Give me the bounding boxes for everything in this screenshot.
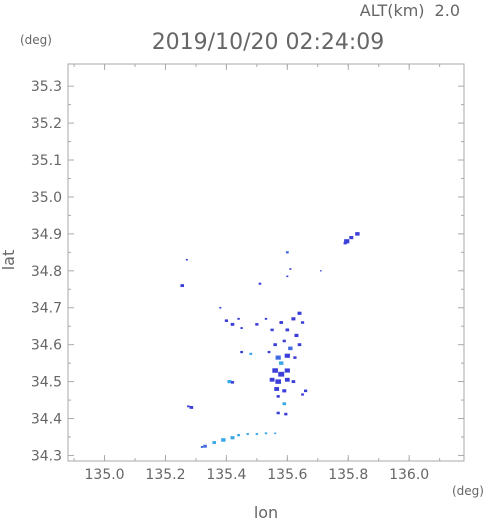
axis-ticks: 135.0 135.2 135.4 135.6 135.8 136.0 34.3 34.4 34…	[31, 64, 464, 483]
echo-point	[291, 380, 296, 384]
echo-point	[284, 377, 290, 382]
x-tick-label: 135.2	[145, 467, 185, 483]
y-tick-label: 34.8	[31, 264, 62, 280]
echo-point	[274, 387, 280, 391]
y-axis-label: lat	[0, 250, 18, 271]
echo-point	[282, 402, 287, 406]
echo-point	[288, 346, 293, 351]
echo-point	[219, 306, 222, 309]
echo-point	[282, 389, 287, 393]
echo-point	[203, 444, 207, 448]
echo-point	[278, 371, 285, 377]
echo-point	[255, 323, 259, 326]
echo-point	[300, 321, 305, 324]
echo-point	[267, 350, 271, 354]
chart-title: 2019/10/20 02:24:09	[152, 30, 385, 55]
echo-point	[240, 350, 244, 354]
echo-point	[293, 356, 297, 359]
y-tick-label: 35.1	[31, 153, 62, 169]
echo-point	[274, 432, 277, 435]
echo-point	[291, 317, 296, 321]
echo-point	[275, 355, 281, 360]
echo-point	[270, 328, 274, 332]
x-tick-label: 136.0	[389, 467, 429, 483]
echo-point	[255, 433, 259, 436]
echo-point	[258, 282, 262, 285]
x-tick-label: 135.6	[267, 467, 307, 483]
echo-point	[355, 232, 360, 236]
echo-point	[276, 395, 280, 398]
echo-points	[180, 232, 360, 448]
echo-point	[343, 241, 347, 245]
echo-point	[289, 268, 292, 270]
echo-point	[286, 275, 289, 278]
echo-point	[237, 317, 240, 320]
echo-point	[180, 284, 185, 288]
echo-point	[273, 343, 277, 347]
echo-point	[294, 333, 299, 338]
x-tick-label: 135.8	[328, 467, 368, 483]
echo-point	[279, 361, 284, 365]
x-axis-label: lon	[254, 503, 278, 521]
y-tick-label: 35.0	[31, 190, 62, 206]
echo-point	[320, 270, 322, 272]
x-tick-label: 135.0	[85, 467, 125, 483]
echo-point	[230, 436, 235, 440]
echo-point	[237, 434, 240, 437]
echo-point	[224, 319, 228, 322]
echo-point	[304, 389, 308, 393]
echo-point	[230, 381, 235, 384]
echo-point	[212, 441, 217, 444]
y-tick-label: 35.2	[31, 116, 62, 132]
echo-point	[284, 368, 290, 373]
echo-point	[282, 339, 286, 343]
y-tick-label: 34.5	[31, 375, 62, 391]
x-tick-label: 135.4	[206, 467, 246, 483]
y-tick-label: 35.3	[31, 79, 62, 95]
y-tick-label: 34.6	[31, 338, 62, 354]
echo-point	[185, 258, 188, 261]
echo-point	[272, 368, 278, 373]
echo-point	[279, 321, 284, 324]
echo-point	[230, 322, 235, 326]
echo-point	[297, 311, 302, 315]
echo-point	[285, 328, 290, 332]
y-tick-label: 34.4	[31, 412, 62, 428]
echo-point	[200, 446, 204, 448]
echo-point	[240, 327, 243, 330]
echo-point	[264, 317, 268, 320]
echo-point	[246, 433, 249, 436]
echo-point	[189, 406, 194, 409]
echo-point	[284, 412, 288, 416]
echo-point	[349, 235, 354, 240]
y-tick-label: 34.9	[31, 227, 62, 243]
echo-point	[284, 353, 290, 358]
echo-point	[344, 239, 350, 244]
echo-point	[297, 343, 302, 347]
echo-point	[249, 352, 253, 356]
echo-point	[221, 438, 226, 442]
echo-point	[269, 377, 275, 382]
y-tick-label: 34.3	[31, 448, 62, 464]
x-unit-label: (deg)	[452, 484, 484, 498]
altitude-label: ALT(km) 2.0	[360, 1, 460, 20]
echo-point	[264, 432, 268, 435]
echo-point	[227, 380, 232, 384]
echo-point	[275, 379, 281, 384]
y-unit-label: (deg)	[20, 33, 52, 47]
plot-frame	[67, 63, 465, 462]
echo-point	[285, 251, 289, 254]
echo-point	[276, 411, 280, 415]
y-tick-label: 34.7	[31, 301, 62, 317]
echo-point	[187, 405, 190, 408]
echo-point	[301, 393, 304, 396]
